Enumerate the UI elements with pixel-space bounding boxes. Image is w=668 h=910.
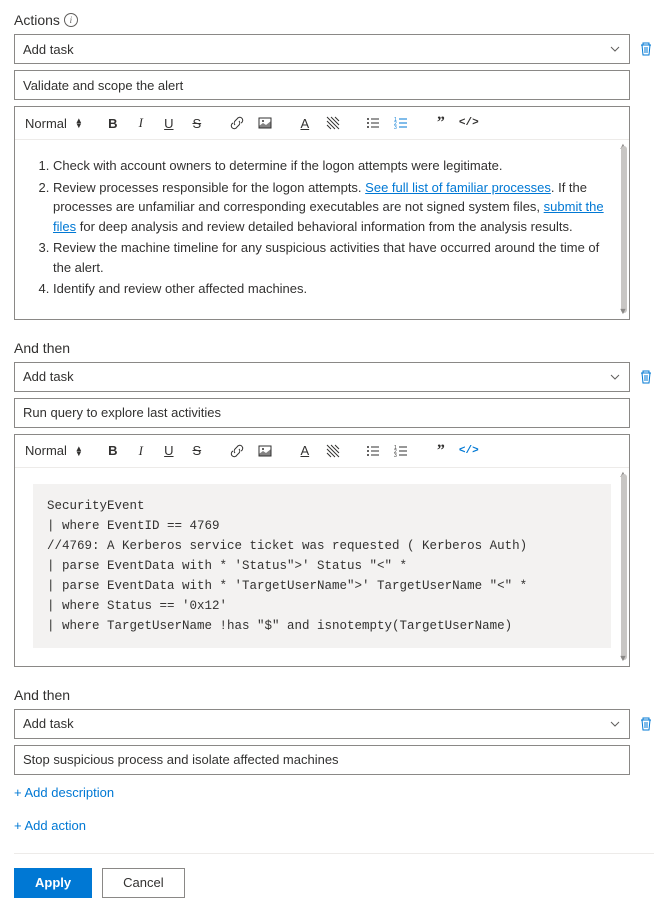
add-description-link[interactable]: + Add description <box>14 785 114 800</box>
strike-icon[interactable]: S <box>187 441 207 461</box>
add-action-link[interactable]: + Add action <box>14 818 86 833</box>
info-icon[interactable]: i <box>64 13 78 27</box>
svg-text:3: 3 <box>394 125 397 131</box>
number-list-icon[interactable]: 123 <box>391 441 411 461</box>
and-then-label: And then <box>14 340 654 356</box>
format-value: Normal <box>25 443 67 458</box>
image-icon[interactable] <box>255 441 275 461</box>
task-type-select[interactable]: Add task <box>14 34 630 64</box>
updown-icon: ▲▼ <box>75 446 83 456</box>
bold-icon[interactable]: B <box>103 113 123 133</box>
task-title-value: Run query to explore last activities <box>23 405 221 420</box>
task-title-input[interactable]: Run query to explore last activities <box>14 398 630 428</box>
quote-icon[interactable]: ” <box>431 441 451 461</box>
task-type-select[interactable]: Add task <box>14 362 630 392</box>
image-icon[interactable] <box>255 113 275 133</box>
task-title-input[interactable]: Validate and scope the alert <box>14 70 630 100</box>
format-select[interactable]: Normal ▲▼ <box>25 116 83 131</box>
underline-icon[interactable]: U <box>159 441 179 461</box>
updown-icon: ▲▼ <box>75 118 83 128</box>
list-item: Check with account owners to determine i… <box>53 156 611 176</box>
and-then-label: And then <box>14 687 654 703</box>
footer: Apply Cancel <box>14 853 654 898</box>
list-item: Review the machine timeline for any susp… <box>53 238 611 277</box>
highlight-icon[interactable] <box>323 441 343 461</box>
list-item: Identify and review other affected machi… <box>53 279 611 299</box>
number-list-icon[interactable]: 123 <box>391 113 411 133</box>
editor-content[interactable]: ▲ ▼ Check with account owners to determi… <box>15 140 629 319</box>
familiar-processes-link[interactable]: See full list of familiar processes <box>365 180 551 195</box>
select-value: Add task <box>23 42 74 57</box>
editor-toolbar: Normal ▲▼ B I U S A 123 ” </> <box>15 107 629 140</box>
italic-icon[interactable]: I <box>131 441 151 461</box>
code-block: SecurityEvent | where EventID == 4769 //… <box>33 484 611 648</box>
delete-icon[interactable] <box>638 709 654 739</box>
code-icon[interactable]: </> <box>459 441 479 461</box>
italic-icon[interactable]: I <box>131 113 151 133</box>
scroll-down-icon[interactable]: ▼ <box>617 652 629 666</box>
bullet-list-icon[interactable] <box>363 113 383 133</box>
scrollbar[interactable] <box>621 474 627 660</box>
bold-icon[interactable]: B <box>103 441 123 461</box>
link-icon[interactable] <box>227 441 247 461</box>
rich-text-editor: Normal ▲▼ B I U S A 123 ” </> ▲ ▼ <box>14 106 630 320</box>
cancel-button[interactable]: Cancel <box>102 868 184 898</box>
strike-icon[interactable]: S <box>187 113 207 133</box>
code-icon[interactable]: </> <box>459 113 479 133</box>
chevron-down-icon <box>609 718 621 730</box>
task-title-value: Validate and scope the alert <box>23 78 183 93</box>
list-item: Review processes responsible for the log… <box>53 178 611 237</box>
underline-icon[interactable]: U <box>159 113 179 133</box>
task-type-select[interactable]: Add task <box>14 709 630 739</box>
delete-icon[interactable] <box>638 362 654 392</box>
text-color-icon[interactable]: A <box>295 113 315 133</box>
select-value: Add task <box>23 369 74 384</box>
task-title-value: Stop suspicious process and isolate affe… <box>23 752 339 767</box>
svg-text:3: 3 <box>394 453 397 459</box>
editor-toolbar: Normal ▲▼ B I U S A 123 ” </> <box>15 435 629 468</box>
code-editor: Normal ▲▼ B I U S A 123 ” </> ▲ ▼ <box>14 434 630 667</box>
scrollbar[interactable] <box>621 146 627 313</box>
bullet-list-icon[interactable] <box>363 441 383 461</box>
chevron-down-icon <box>609 43 621 55</box>
editor-content[interactable]: ▲ ▼ SecurityEvent | where EventID == 476… <box>15 468 629 666</box>
section-heading: Actions <box>14 12 60 28</box>
quote-icon[interactable]: ” <box>431 113 451 133</box>
select-value: Add task <box>23 716 74 731</box>
task-title-input[interactable]: Stop suspicious process and isolate affe… <box>14 745 630 775</box>
format-value: Normal <box>25 116 67 131</box>
delete-icon[interactable] <box>638 34 654 64</box>
highlight-icon[interactable] <box>323 113 343 133</box>
steps-list: Check with account owners to determine i… <box>53 156 611 299</box>
text-color-icon[interactable]: A <box>295 441 315 461</box>
format-select[interactable]: Normal ▲▼ <box>25 443 83 458</box>
apply-button[interactable]: Apply <box>14 868 92 898</box>
scroll-down-icon[interactable]: ▼ <box>617 305 629 319</box>
chevron-down-icon <box>609 371 621 383</box>
link-icon[interactable] <box>227 113 247 133</box>
